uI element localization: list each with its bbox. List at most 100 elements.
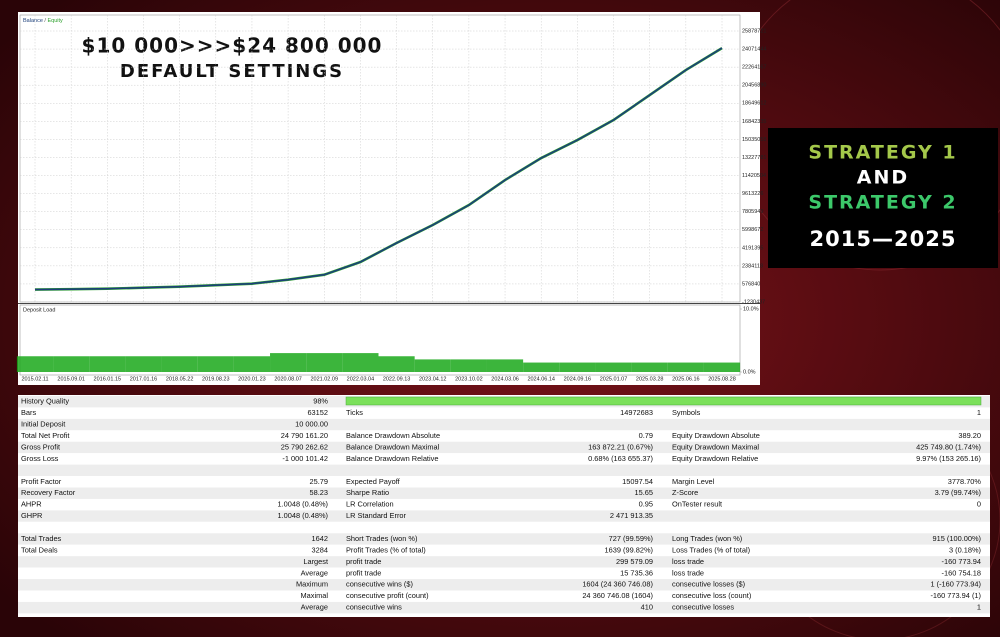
cell-label: Bars — [21, 408, 37, 417]
row-band — [18, 567, 990, 580]
cell-value: 3 (0.18%) — [949, 545, 981, 554]
x-tick-label: 2022.03.04 — [347, 376, 375, 382]
x-tick-label: 2022.09.13 — [383, 376, 411, 382]
bar — [342, 353, 379, 372]
y-tick-label: 0.0% — [743, 369, 756, 375]
cell-value: 58.23 — [310, 488, 329, 497]
row-band — [18, 476, 990, 488]
quality-bar — [345, 396, 982, 406]
cell-value: 0 — [977, 500, 981, 509]
row-band — [18, 579, 990, 591]
bar — [233, 356, 271, 372]
bar — [667, 362, 704, 372]
x-tick-label: 2017.01.16 — [130, 376, 158, 382]
cell-value: 9.97% (153 265.16) — [916, 454, 981, 463]
cell-label: consecutive wins ($) — [346, 580, 413, 589]
cell-value: 15.65 — [635, 488, 654, 497]
x-tick-label: 2023.10.02 — [455, 376, 483, 382]
cell-value: 63152 — [307, 408, 328, 417]
bar — [450, 359, 487, 372]
y-tick-label: 13227781 — [742, 155, 766, 161]
cell-value: 1.0048 (0.48%) — [277, 500, 328, 509]
cell-label: profit trade — [346, 568, 381, 577]
cell-label: LR Correlation — [346, 500, 394, 509]
cell-value: 15097.54 — [622, 477, 653, 486]
cell-label: Total Trades — [21, 534, 62, 543]
row-band — [18, 418, 990, 431]
cell-label: Symbols — [672, 408, 701, 417]
legend-entry: Equity — [47, 18, 63, 24]
x-tick-label: 2015.09.01 — [57, 376, 85, 382]
cell-label: Balance Drawdown Maximal — [346, 442, 440, 451]
cell-value: -160 773.94 (1) — [930, 591, 981, 600]
bar — [703, 362, 741, 372]
y-tick-label: 10.0% — [743, 306, 759, 312]
y-tick-label: 20456890 — [742, 83, 766, 89]
bar — [378, 356, 415, 372]
cell-value: 0.95 — [639, 500, 653, 509]
y-tick-label: 576840 — [742, 281, 760, 287]
y-tick-label: 25878721 — [742, 28, 766, 34]
cell-label: Margin Level — [672, 477, 715, 486]
x-tick-label: 2020.08.07 — [274, 376, 302, 382]
x-tick-label: 2024.06.14 — [527, 376, 555, 382]
stripes — [18, 396, 990, 614]
cell-label: consecutive losses — [672, 603, 734, 612]
x-tick-label: 2024.09.16 — [564, 376, 592, 382]
row-band — [18, 510, 990, 522]
bar — [559, 362, 596, 372]
cell-label: consecutive loss (count) — [672, 591, 751, 600]
bar — [16, 356, 54, 372]
row-band — [18, 521, 990, 534]
cell-value: 10 000.00 — [295, 420, 328, 429]
y-tick-label: -1230437 — [742, 299, 765, 305]
badge-line: AND — [857, 167, 909, 189]
panel-title: Deposit Load — [23, 307, 55, 313]
bar — [89, 356, 126, 372]
cell-value: 1 (-160 773.94) — [930, 580, 981, 589]
x-tick-label: 2019.08.23 — [202, 376, 230, 382]
cell-label: History Quality — [21, 397, 69, 406]
cell-label: Equity Drawdown Maximal — [672, 442, 759, 451]
cell-value: 3778.70% — [948, 477, 982, 486]
cell-value: 14972683 — [620, 408, 653, 417]
cell-label: Short Trades (won %) — [346, 534, 417, 543]
badge-line: STRATEGY 1 — [808, 142, 957, 164]
cell-label: Expected Payoff — [346, 477, 401, 486]
cell-label: Sharpe Ratio — [346, 488, 389, 497]
x-tick-label: 2024.03.06 — [491, 376, 519, 382]
legend-separator: / — [44, 18, 46, 24]
y-tick-label: 7805949 — [742, 209, 763, 215]
cell-value: 727 (99.59%) — [609, 534, 653, 543]
y-tick-label: 15035058 — [742, 137, 766, 143]
y-tick-label: 5998672 — [742, 227, 763, 233]
series-line — [34, 47, 723, 291]
bar — [523, 362, 560, 372]
bar — [53, 356, 90, 372]
cell-value: Average — [301, 568, 328, 577]
y-tick-label: 18649612 — [742, 101, 766, 107]
cell-label: OnTester result — [672, 500, 722, 509]
legend: Balance / Equity — [23, 18, 63, 24]
cell-label: Long Trades (won %) — [672, 534, 742, 543]
cell-label: loss trade — [672, 557, 704, 566]
cell-value: 25 790 262.62 — [281, 442, 328, 451]
cell-label: Equity Drawdown Absolute — [672, 431, 760, 440]
cell-label: LR Standard Error — [346, 511, 407, 520]
badge-line: 2015—2025 — [810, 227, 957, 251]
cell-label: profit trade — [346, 557, 381, 566]
cell-value: 1 — [977, 408, 981, 417]
row-band — [18, 556, 990, 568]
cell-value: 0.79 — [639, 431, 653, 440]
cell-value: 425 749.80 (1.74%) — [916, 442, 981, 451]
cell-label: consecutive wins — [346, 603, 402, 612]
cell-value: 299 579.09 — [616, 557, 653, 566]
row-band — [18, 533, 990, 545]
cell-label: Profit Trades (% of total) — [346, 545, 426, 554]
cell-value: -160 773.94 — [942, 557, 981, 566]
x-tick-label: 2016.01.15 — [94, 376, 122, 382]
cell-value: 2 471 913.35 — [610, 511, 653, 520]
bar — [125, 356, 162, 372]
x-tick-label: 2025.01.07 — [600, 376, 628, 382]
bar — [486, 359, 524, 372]
